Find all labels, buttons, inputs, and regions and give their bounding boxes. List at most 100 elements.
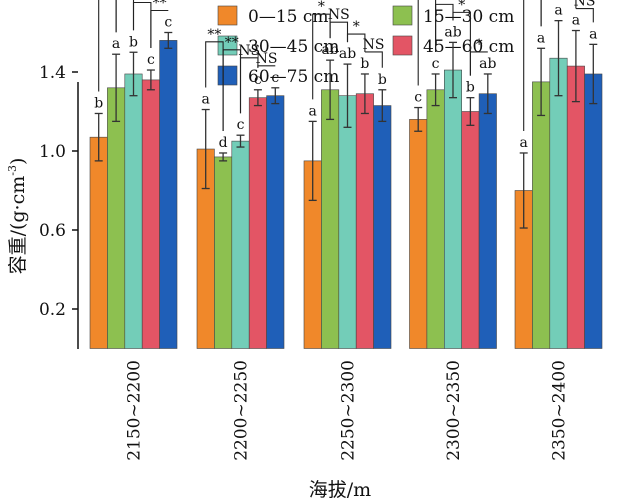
x-tick-label: 2200~2250 <box>232 360 252 461</box>
bar <box>549 57 568 349</box>
significance-letter: a <box>520 135 528 151</box>
comparison-label: ** <box>207 27 221 43</box>
bar <box>461 111 480 349</box>
bar <box>266 95 285 349</box>
comparison-label: NS <box>238 43 260 59</box>
bar <box>214 156 233 349</box>
legend-label: 0—15 cm <box>248 7 329 27</box>
y-tick-label: 1.0 <box>39 142 66 162</box>
comparison-label: NS <box>328 7 350 23</box>
significance-letter: c <box>254 72 262 88</box>
y-ticks: 0.2 0.6 1.0 1.4 1.8 <box>39 0 78 320</box>
bar <box>373 105 392 349</box>
significance-letter: c <box>414 90 422 106</box>
comparison-label: NS <box>363 37 385 53</box>
x-tick-label: 2350~2400 <box>550 360 570 461</box>
comparison-label: ** <box>153 0 167 12</box>
significance-letter: b <box>360 56 369 72</box>
significance-letter: a <box>112 36 120 52</box>
legend-swatch <box>392 35 413 56</box>
significance-letter: a <box>202 92 210 108</box>
comparison-bracket <box>364 51 383 68</box>
bar <box>443 69 462 349</box>
significance-letter: ab <box>339 46 356 62</box>
significance-letter: a <box>589 26 597 42</box>
comparison-bracket <box>115 0 135 33</box>
legend-swatch <box>392 5 413 26</box>
significance-letter: b <box>466 80 475 96</box>
significance-letter: c <box>164 15 172 31</box>
comparison-bracket <box>523 0 542 131</box>
bar <box>159 40 178 349</box>
legend-label: 15—30 cm <box>423 7 514 27</box>
comparison-label: NS <box>574 0 596 10</box>
x-tick-label: 2250~2300 <box>339 360 359 461</box>
comparison-label: ** <box>135 0 149 4</box>
comparison-bracket <box>98 0 117 92</box>
bar <box>409 119 428 349</box>
significance-letter: d <box>219 135 228 151</box>
significance-letter: a <box>309 103 317 119</box>
significance-letter: a <box>537 30 545 46</box>
x-tick-labels: 2150~2200 2200~2250 2250~2300 2300~2350 2350… <box>125 360 570 461</box>
bar <box>321 89 340 349</box>
significance-letter: b <box>94 95 103 111</box>
bar <box>107 87 126 349</box>
legend-label: 30—45 cm <box>248 37 339 57</box>
y-axis-title-exponent: -3 <box>6 165 19 176</box>
y-tick-label: 1.8 <box>39 0 66 4</box>
y-axis-title-dot: · <box>7 204 29 210</box>
significance-letter: a <box>572 13 580 29</box>
y-axis-title-main: 容重/(g <box>7 210 29 274</box>
comparison-bracket <box>312 13 331 100</box>
significance-letter: c <box>237 117 245 133</box>
comparison-label: ** <box>437 0 451 5</box>
y-tick-label: 0.6 <box>39 221 66 241</box>
significance-letter: c <box>271 70 279 86</box>
legend: 0—15 cm 15—30 cm 30—45 cm 45—60 cm 60—75 cm <box>217 5 514 87</box>
bar <box>584 73 603 349</box>
comparison-bracket <box>417 0 437 86</box>
comparison-label: ** <box>225 35 239 51</box>
comparison-bracket <box>205 41 224 131</box>
y-tick-label: 1.4 <box>39 63 66 83</box>
y-axis-title-unit: cm <box>7 176 29 205</box>
bar <box>426 89 445 349</box>
x-axis-title: 海拔/m <box>309 479 371 501</box>
y-axis-title-close: ) <box>7 158 29 165</box>
comparison-label: NS <box>256 51 278 67</box>
legend-label: 60—75 cm <box>248 67 339 87</box>
significance-letter: c <box>147 52 155 68</box>
comparison-label: * <box>458 0 465 13</box>
legend-swatch <box>217 65 238 86</box>
bar <box>141 79 160 349</box>
bar <box>231 140 250 349</box>
bar <box>89 136 108 349</box>
significance-letter: ab <box>321 42 338 58</box>
bar <box>355 93 374 349</box>
significance-letter: b <box>129 34 138 50</box>
bar <box>248 97 267 349</box>
comparison-bracket <box>575 7 594 23</box>
bar <box>338 95 357 349</box>
bars: babcc********adcccNSNS****aababbbNS*NS*c… <box>89 0 603 349</box>
x-tick-label: 2300~2350 <box>444 360 464 461</box>
bar-group: aaaaaNSNSNSNS <box>514 0 603 349</box>
significance-letter: a <box>554 3 562 19</box>
bar <box>478 93 497 349</box>
x-tick-label: 2150~2200 <box>125 360 145 461</box>
significance-letter: c <box>432 56 440 72</box>
comparison-label: * <box>353 19 360 35</box>
legend-label: 45—60 cm <box>423 37 514 57</box>
significance-letter: ab <box>444 24 461 40</box>
significance-letter: ab <box>479 56 496 72</box>
legend-swatch <box>217 5 238 26</box>
bar <box>124 73 143 349</box>
bar <box>532 81 551 349</box>
bar <box>566 65 585 349</box>
